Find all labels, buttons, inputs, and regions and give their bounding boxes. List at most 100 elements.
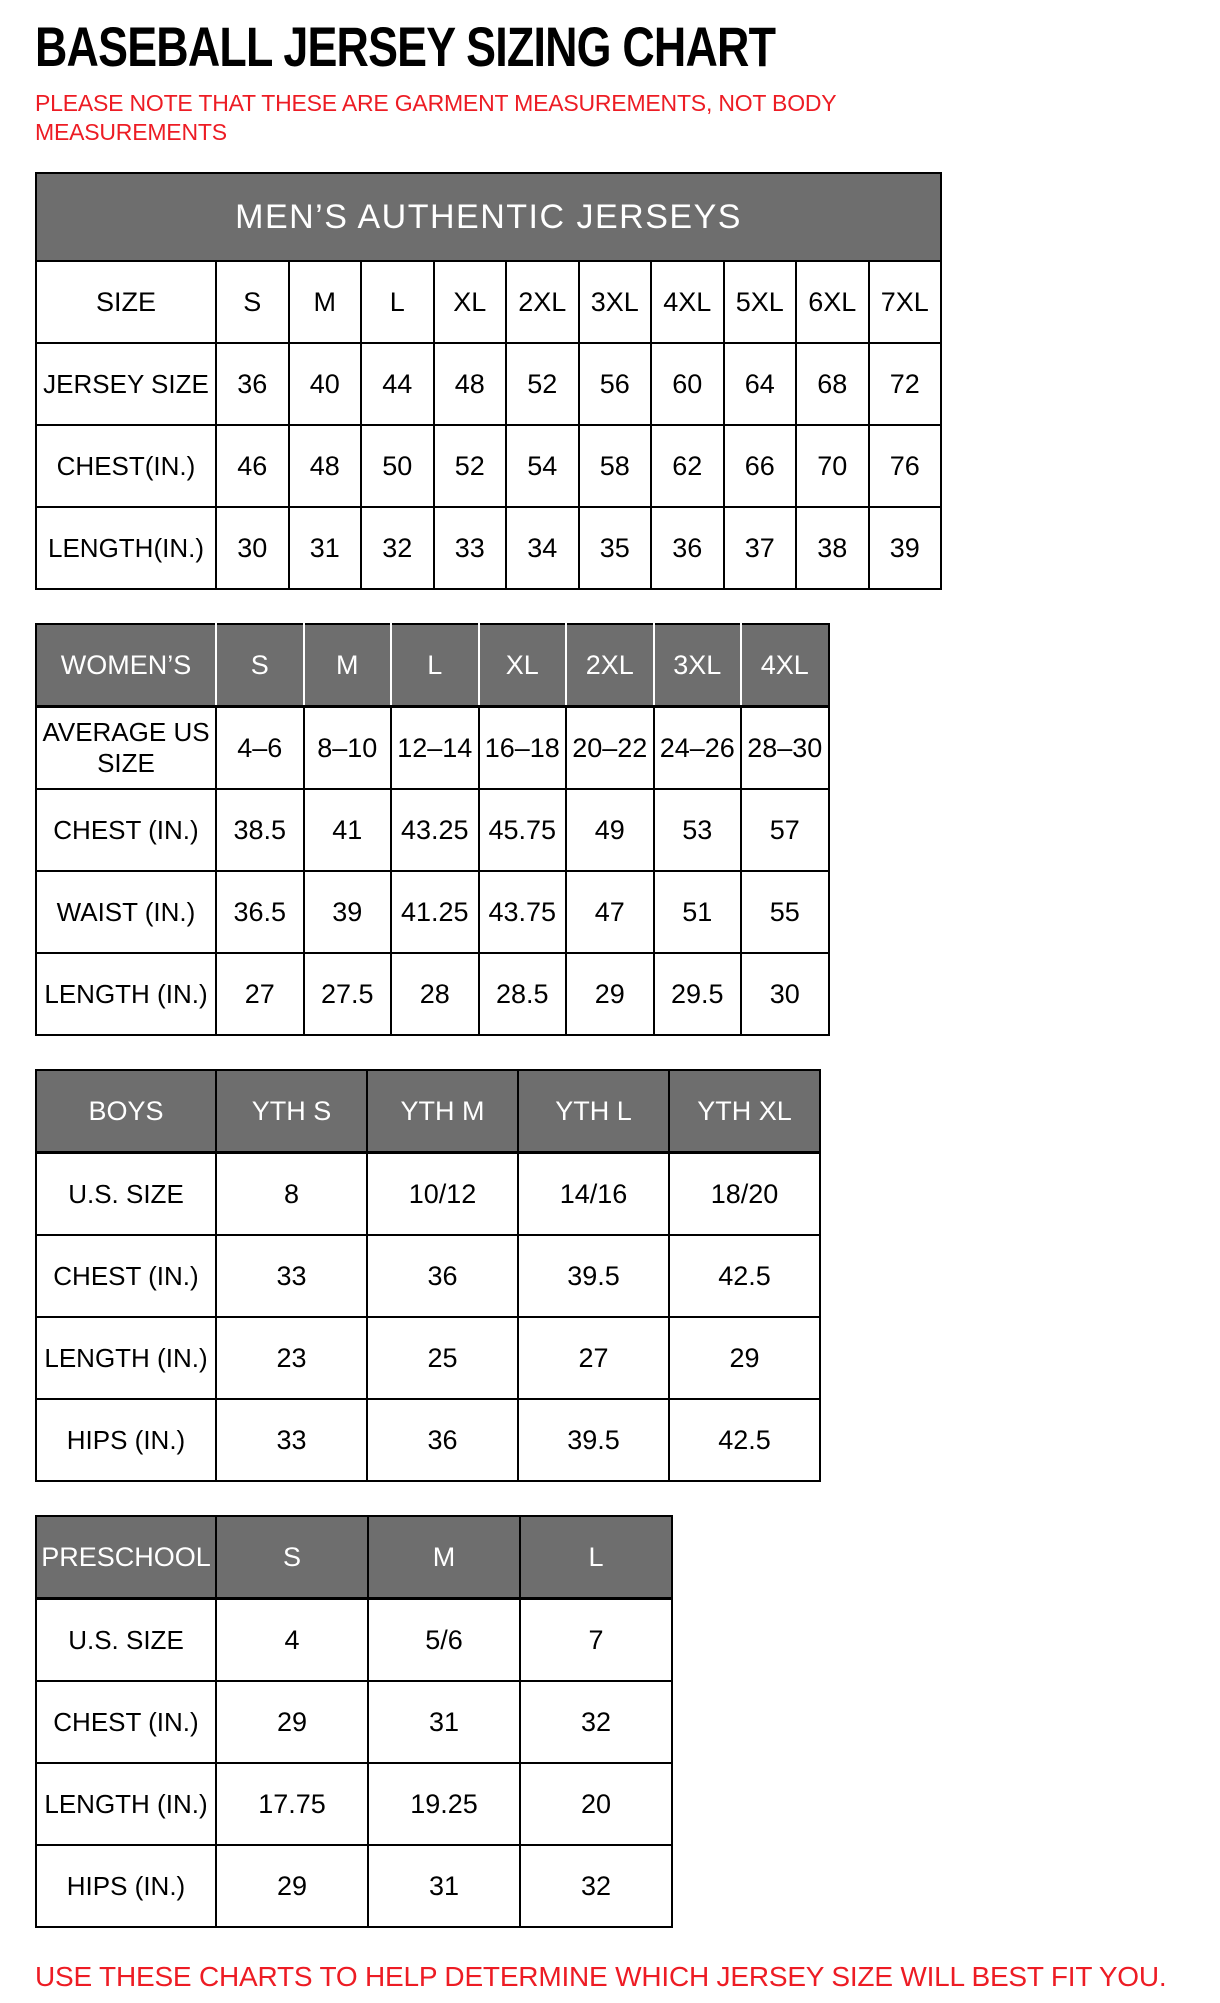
table-cell: 30 (740, 952, 830, 1037)
table-cell: 43.25 (390, 788, 480, 873)
table-cell: 17.75 (215, 1762, 369, 1847)
table-cell: 29.5 (652, 952, 742, 1037)
row-label: WAIST (IN.) (35, 870, 217, 955)
table-cell: 39.5 (517, 1398, 670, 1483)
column-header: XL (477, 623, 567, 709)
womens-header-label: WOMEN’S (35, 623, 217, 709)
table-cell: 18/20 (668, 1151, 821, 1237)
preschool-jerseys-table: PRESCHOOL S M L U.S. SIZE 4 5/6 7 CHEST (IN.) 29 3… (35, 1515, 673, 1929)
table-cell: 10/12 (366, 1151, 519, 1237)
row-label: CHEST (IN.) (35, 1680, 217, 1765)
table-cell: 36 (650, 506, 725, 591)
column-header: 3XL (652, 623, 742, 709)
table-cell: 29 (668, 1316, 821, 1401)
row-label: LENGTH(IN.) (35, 506, 217, 591)
sizing-chart-page: BASEBALL JERSEY SIZING CHART PLEASE NOTE… (34, 15, 1190, 1993)
table-cell: 4–6 (215, 705, 305, 791)
table-cell: 28–30 (740, 705, 830, 791)
table-row: HIPS (IN.) 29 31 32 (35, 1844, 673, 1929)
row-label: CHEST (IN.) (35, 788, 217, 873)
preschool-header-label: PRESCHOOL (35, 1515, 217, 1601)
table-cell: 36 (215, 342, 290, 427)
table-cell: 36 (366, 1398, 519, 1483)
column-header: S (215, 623, 305, 709)
table-row: WAIST (IN.) 36.5 39 41.25 43.75 47 51 55 (35, 870, 830, 955)
column-header: M (302, 623, 392, 709)
table-cell: 36 (366, 1234, 519, 1319)
table-cell: 19.25 (367, 1762, 521, 1847)
row-label: JERSEY SIZE (35, 342, 217, 427)
table-cell: 45.75 (477, 788, 567, 873)
table-row: HIPS (IN.) 33 36 39.5 42.5 (35, 1398, 821, 1483)
table-cell: 33 (215, 1234, 368, 1319)
column-header: L (390, 623, 480, 709)
table-row: LENGTH (IN.) 23 25 27 29 (35, 1316, 821, 1401)
table-cell: 14/16 (517, 1151, 670, 1237)
table-cell: 8 (215, 1151, 368, 1237)
table-cell: 12–14 (390, 705, 480, 791)
table-cell: 51 (652, 870, 742, 955)
table-cell: 42.5 (668, 1234, 821, 1319)
column-header: YTH M (366, 1069, 519, 1155)
column-header: L (360, 260, 435, 345)
table-row: CHEST(IN.) 46 48 50 52 54 58 62 66 70 76 (35, 424, 943, 509)
table-row: LENGTH (IN.) 17.75 19.25 20 (35, 1762, 673, 1847)
table-cell: 8–10 (302, 705, 392, 791)
table-cell: 66 (722, 424, 797, 509)
table-cell: 25 (366, 1316, 519, 1401)
table-cell: 48 (432, 342, 507, 427)
table-cell: 20 (519, 1762, 673, 1847)
row-label: LENGTH (IN.) (35, 1762, 217, 1847)
table-cell: 70 (795, 424, 870, 509)
boys-jerseys-table: BOYS YTH S YTH M YTH L YTH XL U.S. SIZE 8 10/12… (35, 1069, 821, 1483)
table-cell: 40 (287, 342, 362, 427)
table-cell: 4 (215, 1597, 369, 1683)
column-header: S (215, 260, 290, 345)
table-cell: 54 (505, 424, 580, 509)
table-cell: 46 (215, 424, 290, 509)
table-cell: 33 (432, 506, 507, 591)
column-header: YTH XL (668, 1069, 821, 1155)
table-cell: 44 (360, 342, 435, 427)
table-cell: 32 (360, 506, 435, 591)
column-header: 7XL (867, 260, 943, 345)
table-cell: 7 (519, 1597, 673, 1683)
row-label: U.S. SIZE (35, 1151, 217, 1237)
womens-header-row: WOMEN’S S M L XL 2XL 3XL 4XL (35, 623, 830, 709)
table-cell: 41 (302, 788, 392, 873)
column-header: XL (432, 260, 507, 345)
row-label: LENGTH (IN.) (35, 952, 217, 1037)
row-label: U.S. SIZE (35, 1597, 217, 1683)
preschool-header-row: PRESCHOOL S M L (35, 1515, 673, 1601)
table-cell: 48 (287, 424, 362, 509)
table-cell: 53 (652, 788, 742, 873)
table-row: LENGTH(IN.) 30 31 32 33 34 35 36 37 38 39 (35, 506, 943, 591)
table-cell: 5/6 (367, 1597, 521, 1683)
row-label: AVERAGE US SIZE (35, 705, 217, 791)
table-cell: 57 (740, 788, 830, 873)
mens-banner-row: MEN’S AUTHENTIC JERSEYS (34, 172, 943, 263)
table-row: U.S. SIZE 8 10/12 14/16 18/20 (35, 1151, 821, 1237)
table-cell: 38 (795, 506, 870, 591)
column-header: YTH S (215, 1069, 368, 1155)
row-label: LENGTH (IN.) (35, 1316, 217, 1401)
table-cell: 29 (215, 1844, 369, 1929)
table-cell: 32 (519, 1844, 673, 1929)
column-header: 4XL (650, 260, 725, 345)
table-cell: 28.5 (477, 952, 567, 1037)
page-title: BASEBALL JERSEY SIZING CHART (35, 15, 776, 78)
column-header: 4XL (740, 623, 830, 709)
table-cell: 36.5 (215, 870, 305, 955)
table-cell: 27 (215, 952, 305, 1037)
column-header: YTH L (517, 1069, 670, 1155)
column-header: 3XL (577, 260, 652, 345)
footer-note: USE THESE CHARTS TO HELP DETERMINE WHICH… (35, 1961, 1167, 1993)
womens-jerseys-table: WOMEN’S S M L XL 2XL 3XL 4XL AVERAGE US SIZE 4–6 8… (35, 623, 830, 1037)
table-row: CHEST (IN.) 33 36 39.5 42.5 (35, 1234, 821, 1319)
table-cell: 32 (519, 1680, 673, 1765)
table-cell: 30 (215, 506, 290, 591)
table-cell: 31 (287, 506, 362, 591)
table-row: U.S. SIZE 4 5/6 7 (35, 1597, 673, 1683)
column-header: M (367, 1515, 521, 1601)
table-cell: 58 (577, 424, 652, 509)
